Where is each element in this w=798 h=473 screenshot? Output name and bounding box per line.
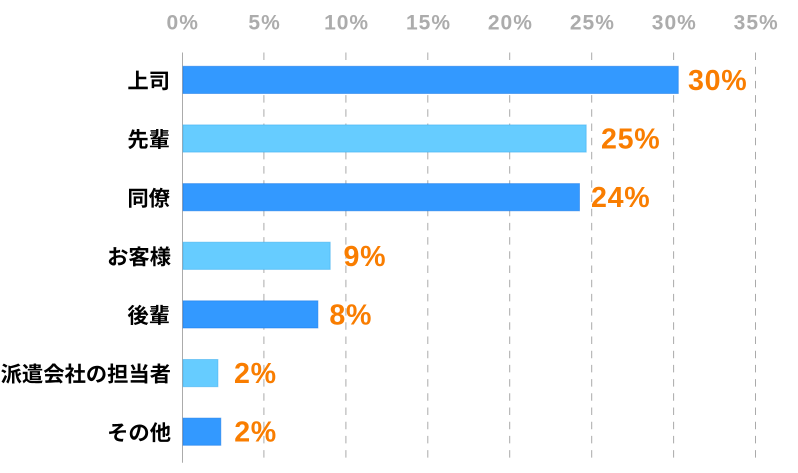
svg-text:15%: 15% (406, 11, 451, 34)
svg-text:0%: 0% (167, 11, 199, 34)
svg-text:5%: 5% (248, 11, 280, 34)
svg-text:35%: 35% (734, 11, 779, 34)
svg-text:30%: 30% (652, 11, 697, 34)
svg-text:2%: 2% (234, 358, 277, 390)
svg-text:2%: 2% (234, 417, 277, 449)
svg-text:8%: 8% (329, 299, 372, 331)
svg-text:24%: 24% (591, 182, 650, 214)
svg-text:20%: 20% (488, 11, 533, 34)
svg-text:10%: 10% (324, 11, 369, 34)
svg-text:25%: 25% (570, 11, 615, 34)
svg-text:25%: 25% (601, 124, 660, 156)
svg-text:30%: 30% (688, 65, 747, 97)
svg-text:9%: 9% (344, 241, 387, 273)
